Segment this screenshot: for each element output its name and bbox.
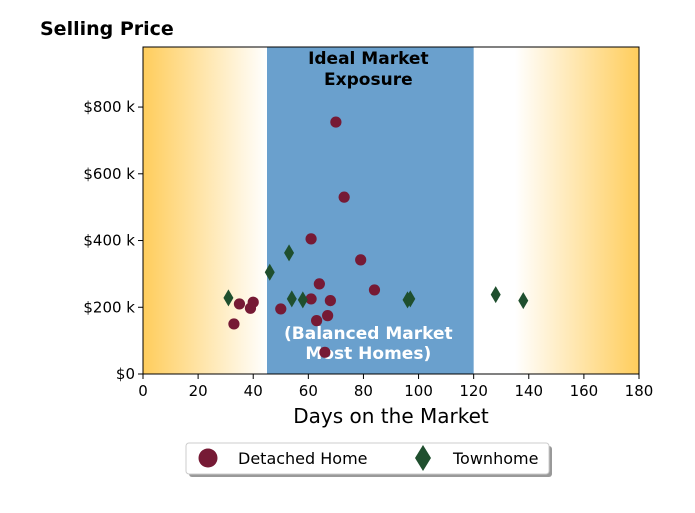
y-tick-label: $200 k [83, 298, 135, 316]
y-tick-label: $800 k [83, 98, 135, 116]
detached-home-point [330, 116, 342, 128]
band-title-line: Exposure [324, 70, 413, 90]
chart-title: Selling Price [40, 18, 174, 40]
band-title-line: Ideal Market [308, 49, 429, 69]
detached-home-point [324, 294, 336, 307]
townhome-point [490, 286, 501, 304]
townhome-point [405, 290, 416, 308]
band-note-line: Most Homes) [305, 344, 431, 364]
x-tick-label: 40 [244, 382, 263, 400]
detached-home-point [305, 293, 317, 305]
x-tick-label: 100 [404, 382, 433, 400]
detached-home-point [305, 233, 317, 245]
x-tick-label: 0 [138, 382, 148, 400]
detached-home-point [228, 318, 240, 330]
townhome-point [286, 290, 297, 308]
x-axis: 0 20 40 60 80 100 120 140 160 180 [138, 374, 653, 400]
detached-home-point [338, 191, 350, 203]
x-axis-label: Days on the Market [293, 404, 489, 428]
legend-detached-home-marker [198, 448, 218, 468]
detached-home-point [355, 254, 367, 266]
townhome-point [264, 263, 275, 281]
detached-home-point [368, 284, 381, 296]
legend-townhome-marker [415, 445, 431, 471]
x-tick-label: 180 [625, 382, 654, 400]
y-axis: $0 $200 k $400 k $600 k $800 k [83, 98, 143, 383]
legend-detached-home-label: Detached Home [238, 449, 368, 468]
x-tick-label: 160 [570, 382, 599, 400]
legend-townhome-label: Townhome [452, 449, 538, 468]
townhome-point [223, 289, 234, 307]
plot-frame [142, 46, 640, 375]
townhome-point [284, 244, 295, 262]
legend-box [185, 442, 550, 475]
x-tick-label: 60 [299, 382, 318, 400]
detached-home-point [275, 303, 287, 315]
detached-home-point [311, 315, 323, 327]
x-tick-label: 20 [189, 382, 208, 400]
y-tick-label: $400 k [83, 232, 135, 250]
detached-home-point [233, 298, 246, 310]
townhome-point [297, 291, 308, 309]
y-tick-label: $600 k [83, 165, 135, 183]
ideal-market-band [267, 47, 474, 374]
x-tick-label: 140 [514, 382, 543, 400]
detached-home-point [247, 296, 259, 308]
y-tick-label: $0 [116, 365, 135, 383]
x-tick-label: 120 [459, 382, 488, 400]
detached-home-point [313, 278, 325, 290]
detached-home-point [322, 310, 334, 322]
band-note-line: (Balanced Market [284, 324, 453, 344]
detached-home-point [319, 346, 331, 358]
legend: Detached Home Townhome [185, 442, 552, 477]
data-points [223, 116, 529, 358]
x-tick-label: 80 [354, 382, 373, 400]
townhome-point [518, 292, 529, 310]
